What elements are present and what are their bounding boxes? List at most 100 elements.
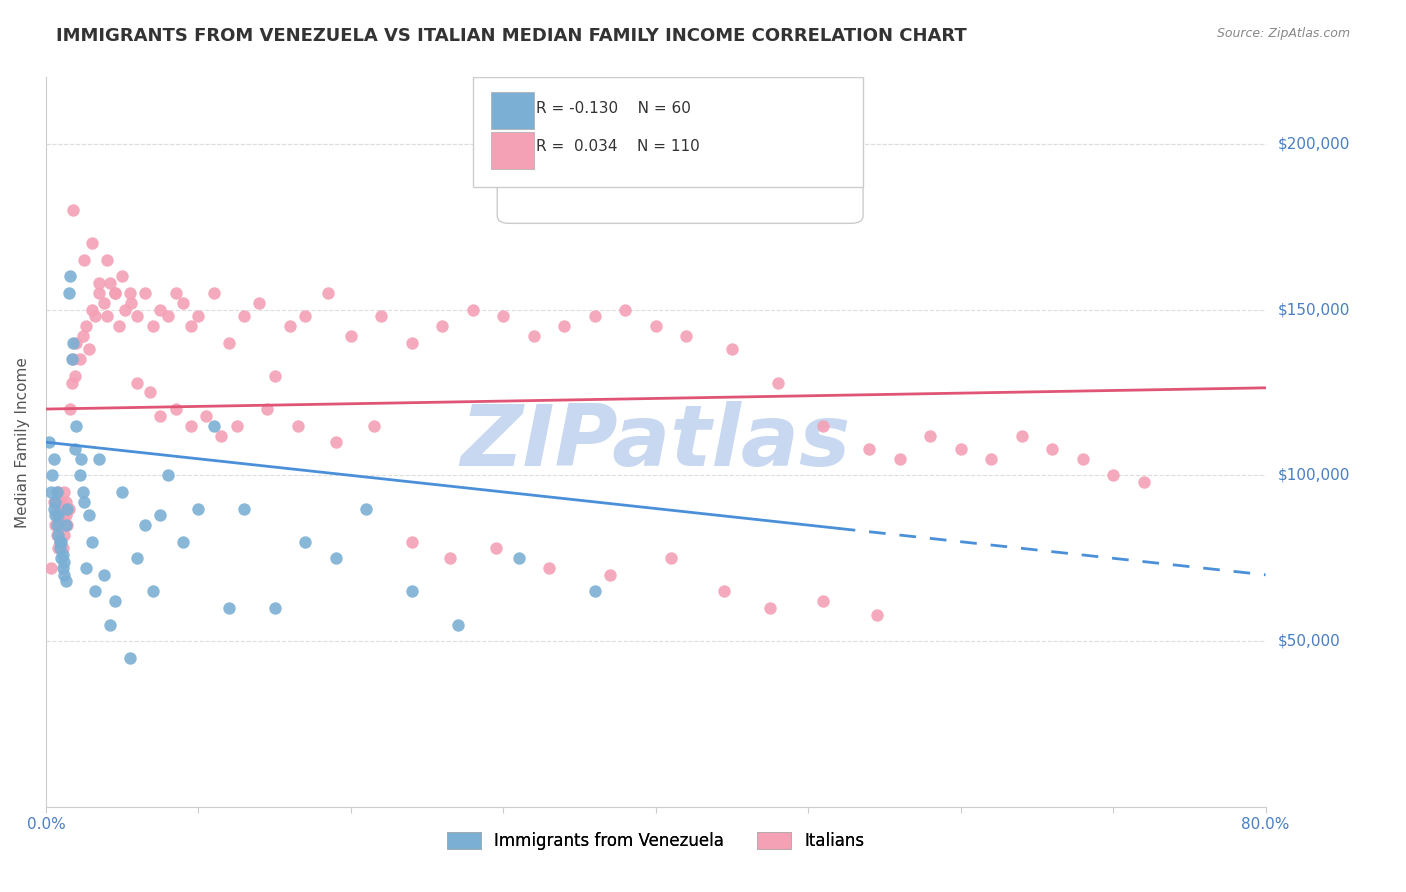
- Point: [45, 518, 67, 533]
- Point: [149, 302, 172, 317]
- Point: [93, 296, 115, 310]
- Point: [77, 508, 100, 523]
- Point: [80, 534, 103, 549]
- Point: [45, 485, 67, 500]
- Point: [63, 368, 86, 383]
- Point: [294, 309, 316, 323]
- Point: [263, 601, 285, 615]
- Text: $50,000: $50,000: [1278, 633, 1340, 648]
- Point: [401, 584, 423, 599]
- Point: [62, 203, 84, 218]
- Point: [118, 285, 141, 300]
- Point: [233, 501, 256, 516]
- FancyBboxPatch shape: [491, 132, 534, 169]
- Point: [149, 508, 172, 523]
- Point: [142, 584, 165, 599]
- Point: [363, 418, 385, 433]
- Point: [401, 534, 423, 549]
- Point: [83, 309, 105, 323]
- Point: [62, 352, 84, 367]
- Point: [1071, 451, 1094, 466]
- Point: [46, 541, 69, 556]
- Point: [461, 302, 484, 317]
- Point: [644, 319, 666, 334]
- Point: [55, 508, 77, 523]
- Point: [111, 485, 134, 500]
- Point: [62, 335, 84, 350]
- Point: [1040, 442, 1063, 456]
- Point: [56, 501, 79, 516]
- Point: [103, 594, 125, 608]
- Point: [127, 309, 149, 323]
- Point: [980, 451, 1002, 466]
- Point: [103, 285, 125, 300]
- Text: ZIPatlas: ZIPatlas: [461, 401, 851, 483]
- Point: [56, 518, 79, 533]
- Point: [446, 617, 468, 632]
- Point: [278, 319, 301, 334]
- Point: [55, 518, 77, 533]
- Point: [316, 285, 339, 300]
- Point: [53, 555, 76, 569]
- Text: IMMIGRANTS FROM VENEZUELA VS ITALIAN MEDIAN FAMILY INCOME CORRELATION CHART: IMMIGRANTS FROM VENEZUELA VS ITALIAN MED…: [56, 27, 967, 45]
- Point: [69, 468, 91, 483]
- Point: [659, 551, 682, 566]
- Point: [180, 418, 202, 433]
- Point: [46, 508, 69, 523]
- Point: [120, 296, 142, 310]
- FancyBboxPatch shape: [498, 114, 863, 223]
- Point: [51, 495, 73, 509]
- Point: [187, 309, 209, 323]
- Point: [45, 508, 67, 523]
- Point: [294, 534, 316, 549]
- Point: [218, 601, 240, 615]
- Point: [42, 495, 65, 509]
- Point: [759, 601, 782, 615]
- Point: [675, 329, 697, 343]
- Point: [156, 309, 179, 323]
- Point: [69, 352, 91, 367]
- Point: [165, 285, 187, 300]
- Point: [134, 518, 156, 533]
- Point: [713, 584, 735, 599]
- Point: [583, 309, 606, 323]
- Point: [247, 296, 270, 310]
- Point: [53, 567, 76, 582]
- Point: [58, 501, 80, 516]
- Point: [103, 285, 125, 300]
- Point: [583, 584, 606, 599]
- Point: [44, 518, 66, 533]
- Point: [38, 435, 60, 450]
- Point: [51, 551, 73, 566]
- Point: [866, 607, 889, 622]
- Point: [118, 650, 141, 665]
- Point: [142, 319, 165, 334]
- Text: $150,000: $150,000: [1278, 302, 1350, 317]
- Point: [492, 309, 515, 323]
- Point: [89, 451, 111, 466]
- Point: [46, 485, 69, 500]
- Point: [93, 567, 115, 582]
- Point: [58, 285, 80, 300]
- Point: [766, 376, 789, 390]
- Point: [233, 309, 256, 323]
- Point: [98, 617, 121, 632]
- Point: [70, 451, 93, 466]
- Text: $200,000: $200,000: [1278, 136, 1350, 152]
- Point: [80, 302, 103, 317]
- Point: [89, 285, 111, 300]
- Point: [172, 534, 194, 549]
- Point: [127, 551, 149, 566]
- Point: [41, 468, 63, 483]
- Point: [508, 551, 530, 566]
- Point: [98, 276, 121, 290]
- Point: [1132, 475, 1154, 489]
- Point: [42, 501, 65, 516]
- Point: [52, 548, 75, 562]
- Point: [48, 541, 70, 556]
- Point: [202, 418, 225, 433]
- Text: Source: ZipAtlas.com: Source: ZipAtlas.com: [1216, 27, 1350, 40]
- Point: [44, 495, 66, 509]
- Text: $100,000: $100,000: [1278, 468, 1350, 483]
- Point: [114, 302, 136, 317]
